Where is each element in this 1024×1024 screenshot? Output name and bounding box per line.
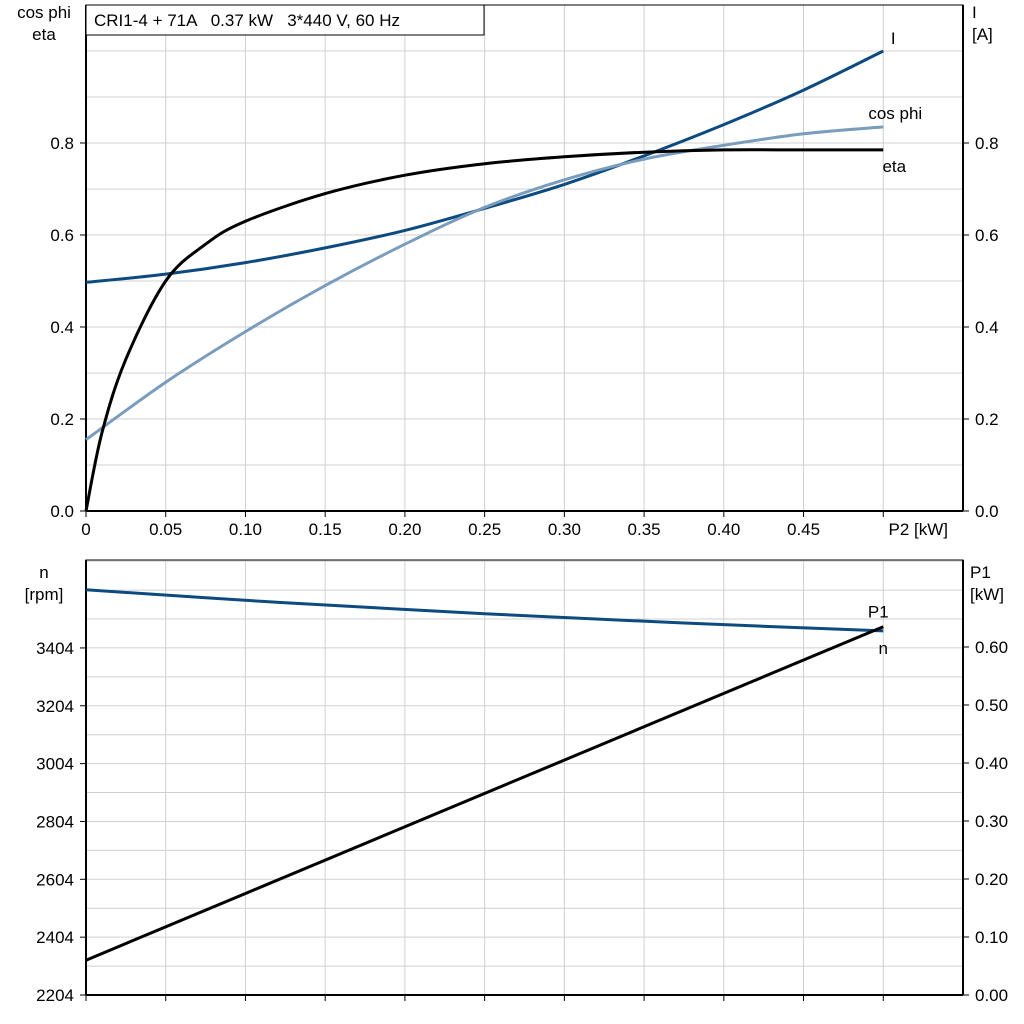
y-tick-label-right: 0.0 (975, 502, 999, 521)
x-tick-label: 0.45 (787, 520, 820, 539)
y-tick-label-right: 0.50 (975, 696, 1008, 715)
x-tick-label: P2 [kW] (889, 520, 949, 539)
series-line-eta (84, 148, 884, 512)
y-tick-label-left: 2204 (36, 986, 74, 1005)
series-label: eta (882, 157, 906, 176)
x-tick-label: 0.35 (628, 520, 661, 539)
series-line-P1 (85, 625, 884, 962)
series-label: I (891, 29, 896, 48)
y-axis-label-left: eta (32, 25, 56, 44)
plot-frame (85, 4, 964, 512)
y-tick-label-left: 3004 (36, 755, 74, 774)
y-tick-label-left: 2404 (36, 928, 74, 947)
y-tick-label-left: 0.8 (50, 134, 74, 153)
series-label: P1 (868, 603, 889, 622)
y-axis-label-left: n (39, 563, 48, 582)
y-tick-label-left: 0.4 (50, 318, 74, 337)
series-line-n (85, 588, 884, 633)
x-tick-label: 0.20 (388, 520, 421, 539)
y-tick-label-left: 2804 (36, 812, 74, 831)
series-label: cos phi (868, 104, 922, 123)
y-tick-label-left: 2604 (36, 870, 74, 889)
y-tick-label-right: 0.60 (975, 638, 1008, 657)
y-axis-label-right: [A] (972, 25, 993, 44)
chart-title: CRI1-4 + 71A 0.37 kW 3*440 V, 60 Hz (94, 11, 400, 30)
x-tick-label: 0.15 (309, 520, 342, 539)
y-axis-label-right: P1 (970, 563, 991, 582)
y-tick-label-right: 0.00 (975, 986, 1008, 1005)
x-tick-label: 0.10 (229, 520, 262, 539)
y-tick-label-right: 0.10 (975, 928, 1008, 947)
series-label: n (879, 639, 888, 658)
x-tick-label: 0.40 (707, 520, 740, 539)
y-axis-label-right: [kW] (970, 585, 1004, 604)
y-tick-label-left: 0.0 (50, 502, 74, 521)
y-tick-label-left: 3404 (36, 639, 74, 658)
y-tick-label-left: 3204 (36, 697, 74, 716)
y-tick-label-right: 0.2 (975, 410, 999, 429)
y-axis-label-left: cos phi (17, 3, 71, 22)
y-axis-label-right: I (972, 3, 977, 22)
y-tick-label-right: 0.20 (975, 870, 1008, 889)
x-tick-label: 0 (81, 520, 90, 539)
y-tick-label-left: 0.6 (50, 226, 74, 245)
series-line-cos-phi (85, 125, 884, 441)
y-tick-label-right: 0.40 (975, 754, 1008, 773)
y-tick-label-right: 0.30 (975, 812, 1008, 831)
x-tick-label: 0.05 (149, 520, 182, 539)
y-axis-label-left: [rpm] (25, 585, 64, 604)
y-tick-label-right: 0.8 (975, 134, 999, 153)
x-tick-label: 0.30 (548, 520, 581, 539)
x-tick-label: 0.25 (468, 520, 501, 539)
y-tick-label-left: 0.2 (50, 410, 74, 429)
y-tick-label-right: 0.4 (975, 318, 999, 337)
title-box (85, 4, 485, 36)
y-tick-label-right: 0.6 (975, 226, 999, 245)
